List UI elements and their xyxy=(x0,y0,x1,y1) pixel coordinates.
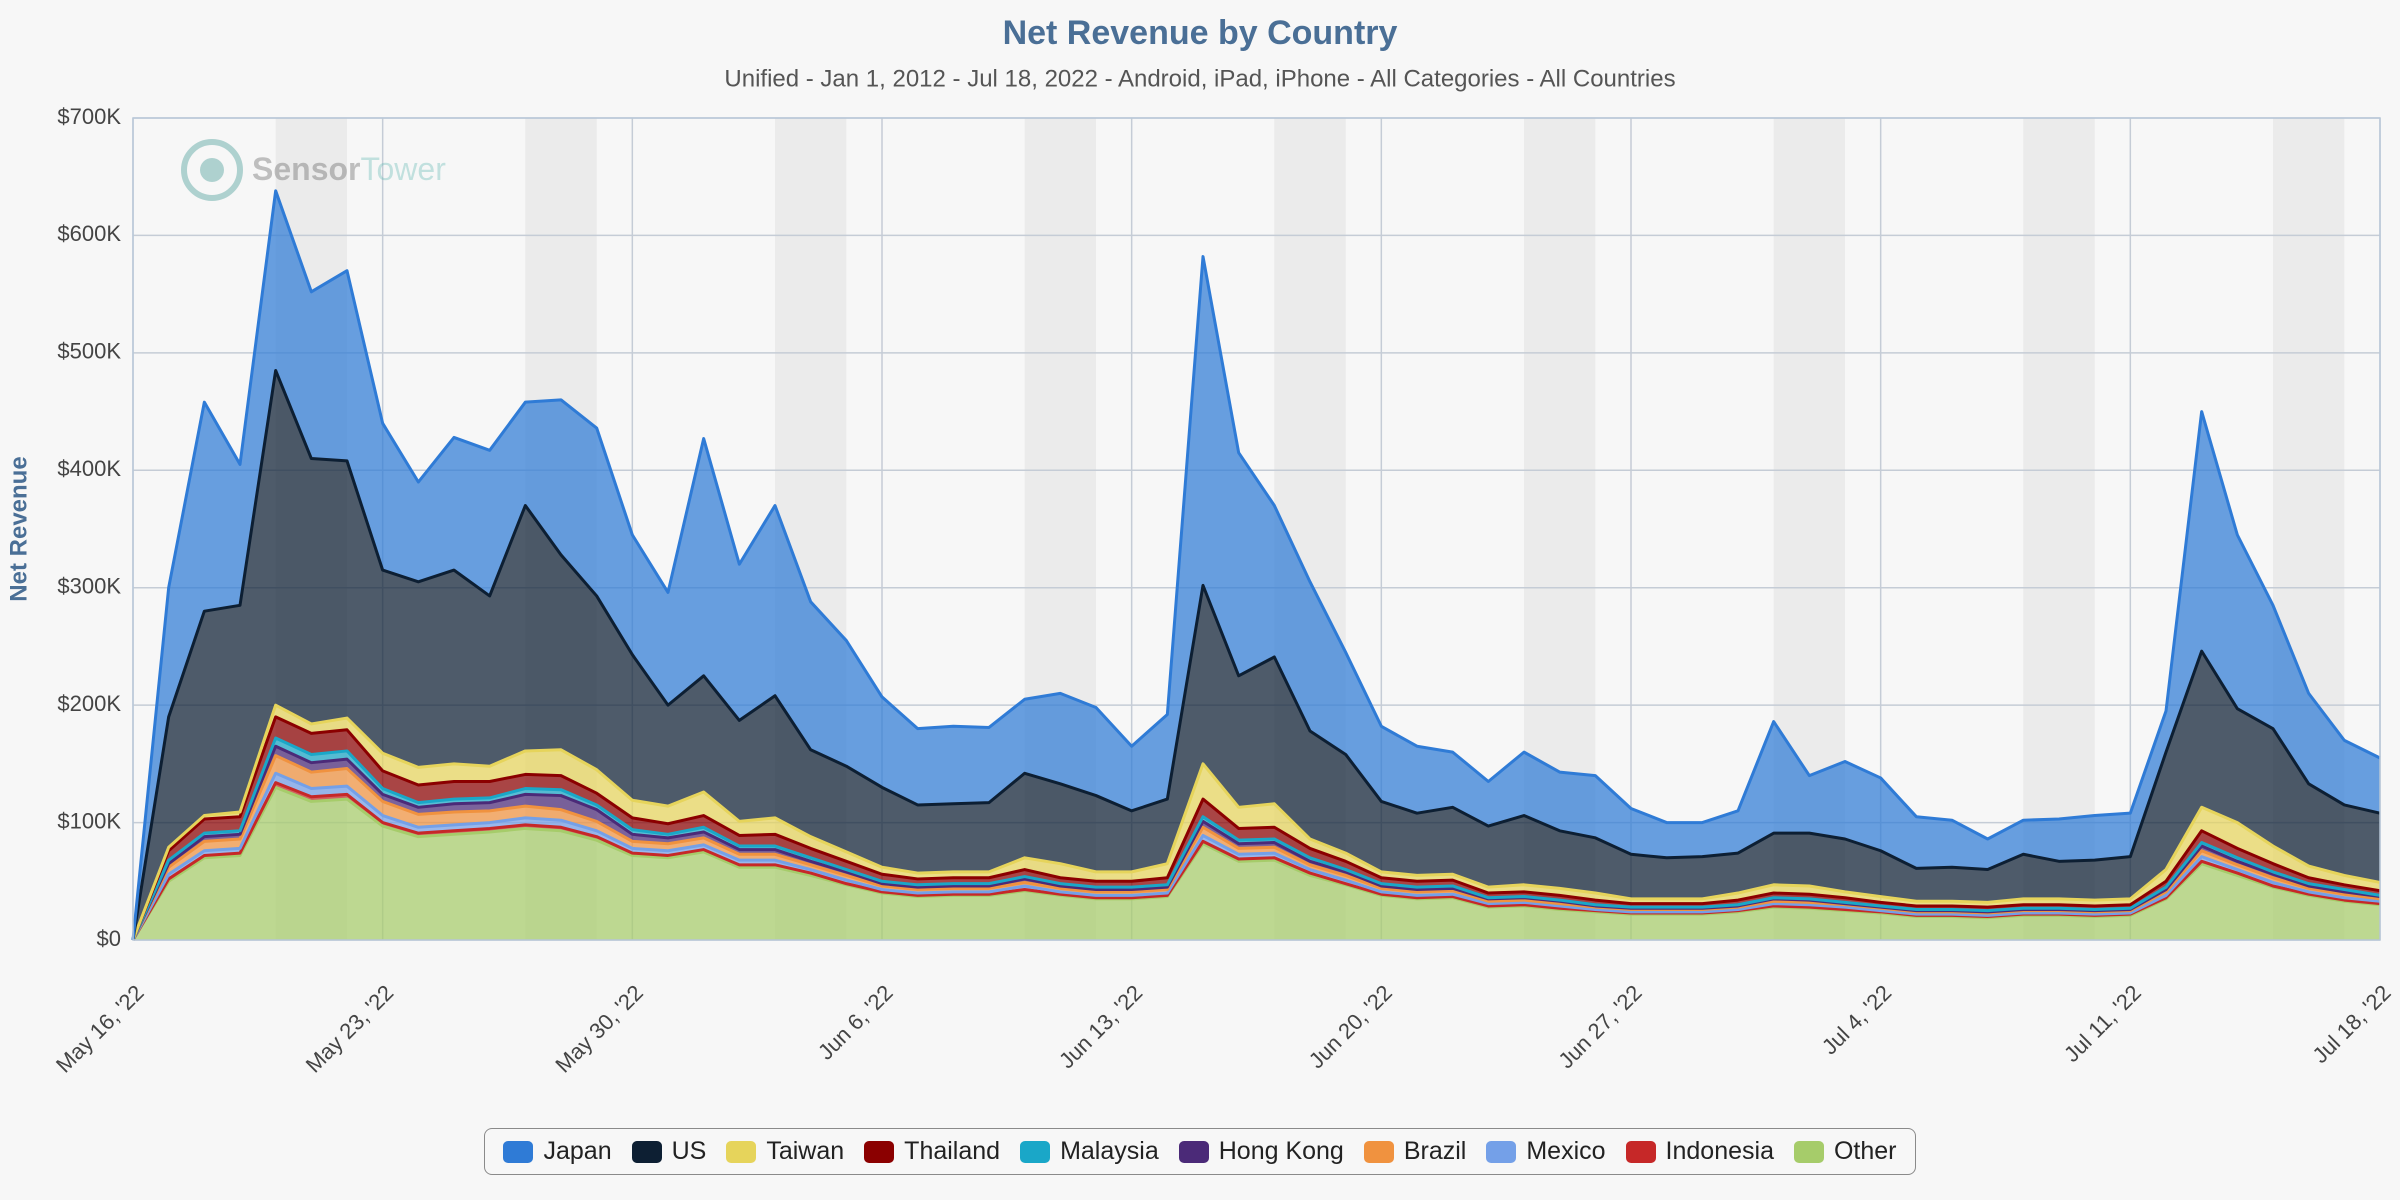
legend-label: Indonesia xyxy=(1665,1137,1774,1165)
legend-item[interactable]: Mexico xyxy=(1486,1137,1606,1166)
area xyxy=(133,787,2380,940)
legend-item[interactable]: US xyxy=(631,1137,707,1166)
x-tick-label: May 23, '22 xyxy=(301,980,399,1078)
y-tick-label: $500K xyxy=(57,339,121,364)
watermark-word: Tower xyxy=(360,151,446,187)
legend-item[interactable]: Indonesia xyxy=(1625,1137,1774,1166)
legend-swatch xyxy=(1793,1140,1824,1163)
y-tick-label: $0 xyxy=(97,926,121,951)
y-tick-label: $700K xyxy=(57,104,121,129)
x-tick-label: May 16, '22 xyxy=(51,980,149,1078)
legend-label: US xyxy=(671,1137,707,1165)
legend-item[interactable]: Malaysia xyxy=(1020,1137,1159,1166)
area xyxy=(133,705,2380,940)
legend-label: Other xyxy=(1833,1137,1897,1165)
legend-swatch xyxy=(1178,1140,1209,1163)
weekend-band xyxy=(2023,118,2095,940)
y-tick-label: $400K xyxy=(57,456,121,481)
legend-label: Malaysia xyxy=(1060,1137,1159,1165)
x-tick-label: Jun 13, '22 xyxy=(1054,980,1147,1073)
area-line xyxy=(131,771,2381,941)
x-tick-label: Jun 27, '22 xyxy=(1553,980,1646,1073)
legend-box: Japan US Taiwan Thailand Malaysia Hong Kong Br… xyxy=(484,1128,1916,1175)
x-tick-label: Jul 18, '22 xyxy=(2308,980,2396,1068)
watermark: SensorTower xyxy=(181,139,446,201)
y-axis-label: Net Revenue xyxy=(5,456,32,601)
watermark-text: SensorTower xyxy=(252,151,446,187)
legend-item[interactable]: Brazil xyxy=(1363,1137,1467,1166)
chart-title: Net Revenue by Country xyxy=(1003,14,1398,52)
area xyxy=(133,370,2380,940)
legend-swatch xyxy=(1020,1140,1051,1163)
y-tick-label: $200K xyxy=(57,691,121,716)
legend-item[interactable]: Other xyxy=(1793,1137,1897,1166)
y-tick-label: $300K xyxy=(57,574,121,599)
y-tick-label: $600K xyxy=(57,221,121,246)
legend-label: Japan xyxy=(543,1137,612,1165)
legend-swatch xyxy=(503,1140,534,1163)
area-line xyxy=(131,715,2381,941)
legend-label: Thailand xyxy=(904,1137,1001,1165)
y-tick-label: $100K xyxy=(57,808,121,833)
legend-label: Taiwan xyxy=(766,1137,845,1165)
legend-item[interactable]: Japan xyxy=(503,1137,612,1166)
x-tick-label: May 30, '22 xyxy=(550,980,648,1078)
watermark-icon xyxy=(181,139,243,201)
legend-item[interactable]: Thailand xyxy=(864,1137,1000,1166)
legend-swatch xyxy=(864,1140,895,1163)
legend-swatch xyxy=(1363,1140,1394,1163)
legend-swatch xyxy=(726,1140,757,1163)
x-tick-label: Jul 11, '22 xyxy=(2059,980,2146,1067)
legend-item[interactable]: Taiwan xyxy=(726,1137,844,1166)
x-tick-label: Jun 6, '22 xyxy=(813,980,898,1065)
legend-label: Mexico xyxy=(1526,1137,1606,1165)
plot-border xyxy=(132,117,2381,941)
legend-swatch xyxy=(1486,1140,1517,1163)
legend-item[interactable]: Hong Kong xyxy=(1178,1137,1344,1166)
area-line xyxy=(131,368,2381,941)
x-tick-label: Jul 4, '22 xyxy=(1817,980,1896,1059)
area-line xyxy=(131,736,2381,941)
watermark-word: Sensor xyxy=(252,151,360,187)
legend-swatch xyxy=(1625,1140,1656,1163)
area-line xyxy=(131,189,2381,941)
legend: Japan US Taiwan Thailand Malaysia Hong Kong Br… xyxy=(0,1128,2400,1175)
area xyxy=(133,773,2380,940)
legend-label: Hong Kong xyxy=(1218,1137,1344,1165)
chart-subtitle: Unified - Jan 1, 2012 - Jul 18, 2022 - A… xyxy=(724,65,1675,92)
legend-swatch xyxy=(631,1140,662,1163)
legend-label: Brazil xyxy=(1403,1137,1467,1165)
area xyxy=(133,190,2380,940)
x-tick-label: Jun 20, '22 xyxy=(1304,980,1397,1073)
area-line xyxy=(131,703,2381,941)
watermark-icon-core xyxy=(200,158,224,182)
